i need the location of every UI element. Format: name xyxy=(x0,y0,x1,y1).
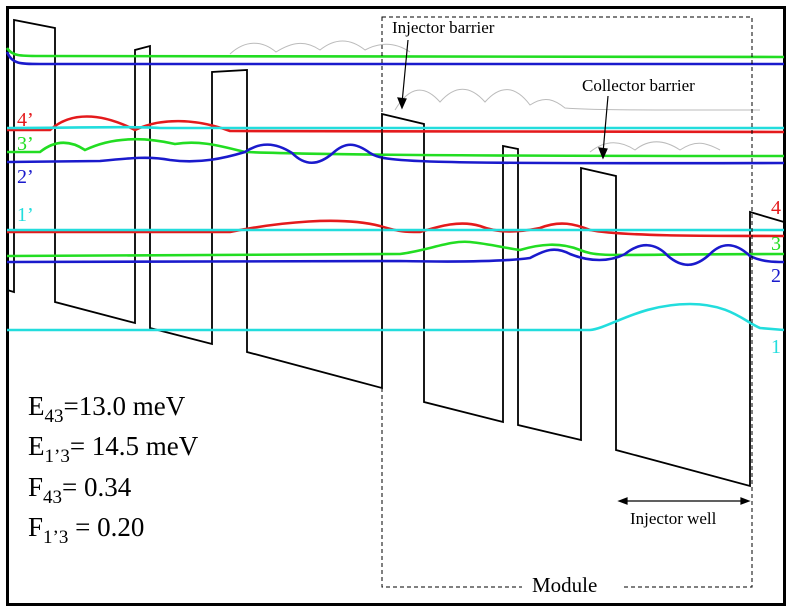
module-label: Module xyxy=(532,573,597,597)
label-3prime: 3’ xyxy=(17,133,34,155)
ghost-wave-top xyxy=(229,40,411,55)
collector-barrier-label: Collector barrier xyxy=(582,76,695,95)
collector-barrier-arrowhead xyxy=(598,147,608,160)
level-1prime-upper xyxy=(6,125,784,130)
level-2prime xyxy=(6,143,785,165)
level-4prime xyxy=(7,115,785,134)
level-1 xyxy=(7,302,785,332)
param-f13: F1’3 = 0.20 xyxy=(28,512,144,548)
level-2 xyxy=(6,243,785,267)
parameter-list: E43=13.0 meV E1’3= 14.5 meV F43= 0.34 F1… xyxy=(28,391,199,548)
label-2prime: 2’ xyxy=(17,166,34,188)
module-label-bg xyxy=(522,580,622,594)
figure-frame xyxy=(6,6,786,606)
injector-well-label: Injector well xyxy=(630,509,717,528)
module-box xyxy=(381,16,753,588)
param-f43: F43= 0.34 xyxy=(28,472,132,508)
label-1: 1 xyxy=(771,336,781,358)
injector-barrier-label: Injector barrier xyxy=(392,18,495,37)
subband-levels xyxy=(5,47,785,332)
injector-well-arrowhead-right xyxy=(740,497,751,505)
level-3prime xyxy=(7,137,785,158)
annotation-arrows xyxy=(397,39,751,505)
param-e13: E1’3= 14.5 meV xyxy=(28,431,199,467)
level-top-blue xyxy=(5,51,784,66)
ghost-wavefunctions xyxy=(229,40,761,153)
param-e43: E43=13.0 meV xyxy=(28,391,186,427)
level-3 xyxy=(6,240,785,258)
label-1prime: 1’ xyxy=(17,204,34,226)
level-top-green xyxy=(5,47,785,59)
label-4: 4 xyxy=(771,197,781,219)
label-2: 2 xyxy=(771,265,781,287)
ghost-wave-mid xyxy=(394,88,761,111)
collector-barrier-arrow xyxy=(602,95,609,154)
level-4 xyxy=(7,219,785,238)
injector-barrier-arrowhead xyxy=(397,97,407,110)
injector-barrier-arrow xyxy=(401,39,409,104)
label-3: 3 xyxy=(771,233,781,255)
injector-well-arrowhead-left xyxy=(617,497,628,505)
ghost-wave-low xyxy=(589,141,721,153)
label-4prime: 4’ xyxy=(17,109,34,131)
